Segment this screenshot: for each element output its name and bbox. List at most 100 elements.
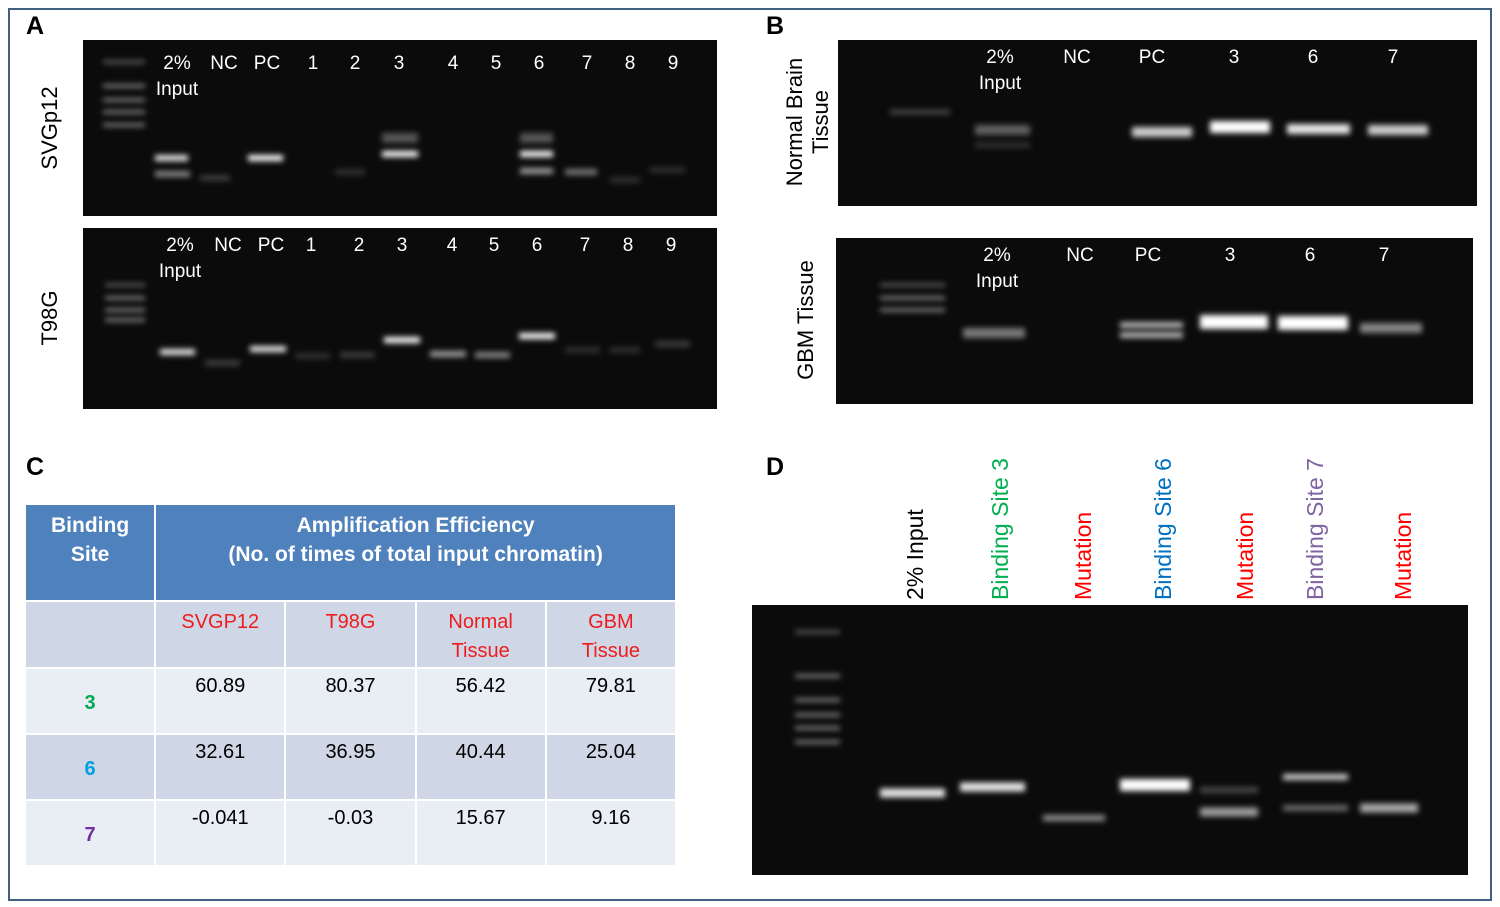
- table-cell: -0.041: [154, 799, 287, 867]
- gel-band: [610, 347, 640, 353]
- table-row: SVGP12 T98G Normal Tissue GBM Tissue: [23, 600, 678, 669]
- panel-label: D: [766, 453, 785, 481]
- gel-band: [520, 151, 553, 157]
- table-row: 7 -0.041 -0.03 15.67 9.16: [23, 799, 678, 867]
- gel-band: [155, 155, 188, 161]
- gel-band: [105, 283, 145, 287]
- gel-band: [430, 351, 466, 357]
- lane-label: 7: [581, 53, 593, 74]
- gel-band: [1132, 127, 1192, 137]
- gel-band: [382, 151, 418, 157]
- lane-label: 8: [624, 53, 636, 74]
- efficiency-table: Binding Site Amplification Efficiency (N…: [23, 503, 678, 867]
- lane-label: PC: [253, 53, 281, 74]
- gel-band: [1120, 332, 1183, 338]
- lane-label: 6: [1307, 47, 1319, 68]
- table-cell: 3: [23, 667, 157, 735]
- lane-label: 1: [307, 53, 319, 74]
- lane-label: 3: [1224, 245, 1236, 266]
- gel-band: [1360, 323, 1422, 333]
- gel-band: [795, 740, 840, 744]
- lane-label: PC: [257, 235, 285, 256]
- lane-label: Binding Site 7: [1302, 458, 1328, 600]
- subheader-text: GBM Tissue: [581, 611, 640, 662]
- lane-label: 4: [446, 235, 458, 256]
- table-row: 6 32.61 36.95 40.44 25.04: [23, 733, 678, 801]
- gel-band: [880, 283, 945, 287]
- lane-label: NC: [1063, 47, 1091, 68]
- header-cell: Binding Site: [23, 503, 157, 602]
- gel-band: [160, 349, 195, 355]
- lane-label: 3: [1228, 47, 1240, 68]
- lane-label: 7: [579, 235, 591, 256]
- table-cell: 80.37: [284, 667, 417, 735]
- lane-label: 5: [490, 53, 502, 74]
- lane-label: NC: [1066, 245, 1094, 266]
- gel-band: [475, 352, 510, 358]
- lane-label: 2% Input: [158, 235, 202, 282]
- table-cell: 25.04: [544, 733, 678, 801]
- gel-band: [205, 360, 240, 366]
- gel-band: [519, 333, 555, 339]
- gel-band: [520, 133, 553, 143]
- gel-band: [890, 110, 950, 114]
- gel-band: [382, 133, 418, 143]
- gel-band: [975, 125, 1030, 135]
- lane-label: 4: [447, 53, 459, 74]
- gel-band: [200, 175, 230, 181]
- gel-band: [1120, 779, 1190, 791]
- table-cell: -0.03: [284, 799, 417, 867]
- gel-band: [795, 726, 840, 730]
- lane-label: Binding Site 6: [1150, 458, 1176, 600]
- lane-label: 2: [353, 235, 365, 256]
- gel-band: [610, 177, 640, 183]
- lane-label: 2% Input: [978, 47, 1022, 94]
- header-text: Amplification Efficiency: [296, 514, 535, 537]
- gel-band: [795, 630, 840, 634]
- gel-band: [105, 318, 145, 322]
- gel-image: [83, 40, 717, 216]
- lane-label: 2% Input: [155, 53, 199, 100]
- table-cell: GBM Tissue: [544, 600, 678, 669]
- lane-label: Mutation: [1070, 511, 1096, 600]
- table-cell: 9.16: [544, 799, 678, 867]
- gel-band: [963, 328, 1025, 338]
- gel-band: [105, 296, 145, 300]
- lane-label: 5: [488, 235, 500, 256]
- panel-label: C: [26, 453, 45, 481]
- table-cell: 40.44: [414, 733, 547, 801]
- lane-label: Mutation: [1390, 511, 1416, 600]
- subheader-text: T98G: [325, 611, 376, 633]
- gel-image: [838, 40, 1477, 206]
- gel-band: [880, 308, 945, 312]
- table-row: 3 60.89 80.37 56.42 79.81: [23, 667, 678, 735]
- gel-band: [1368, 125, 1428, 135]
- gel-image: [836, 238, 1473, 404]
- lane-label: PC: [1134, 245, 1162, 266]
- subheader-text: SVGP12: [181, 611, 260, 633]
- lane-label: 6: [1304, 245, 1316, 266]
- gel-image: [752, 605, 1468, 875]
- header-cell: Amplification Efficiency (No. of times o…: [154, 503, 677, 602]
- lane-label: 2% Input: [902, 509, 928, 600]
- gel-band: [384, 337, 420, 343]
- lane-label: 7: [1378, 245, 1390, 266]
- table-cell: 79.81: [544, 667, 678, 735]
- gel-band: [975, 142, 1030, 148]
- table-cell: SVGP12: [154, 600, 287, 669]
- subheader-text: Normal Tissue: [448, 611, 513, 662]
- table-cell: 36.95: [284, 733, 417, 801]
- gel-band: [1283, 805, 1348, 811]
- gel-band: [155, 171, 190, 177]
- gel-band: [1278, 316, 1348, 330]
- gel-band: [103, 98, 145, 102]
- gel-band: [1200, 787, 1258, 793]
- gel-band: [1287, 124, 1350, 134]
- lane-label: Binding Site 3: [987, 458, 1013, 600]
- gel-band: [103, 60, 145, 64]
- sample-label: SVGp12: [37, 86, 62, 170]
- table-cell: 32.61: [154, 733, 287, 801]
- gel-band: [1283, 774, 1348, 780]
- lane-label: 1: [305, 235, 317, 256]
